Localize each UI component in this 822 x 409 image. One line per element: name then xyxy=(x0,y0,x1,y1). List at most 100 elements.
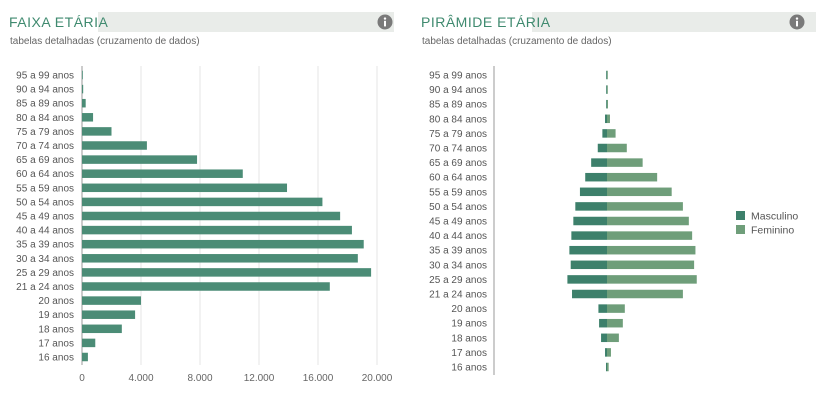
category-label: 19 anos xyxy=(451,319,487,330)
bar[interactable] xyxy=(82,310,136,319)
category-label: 17 anos xyxy=(451,348,487,359)
bar-feminino[interactable] xyxy=(607,85,608,94)
bar-masculino[interactable] xyxy=(570,260,607,270)
category-label: 30 a 34 anos xyxy=(16,254,74,265)
faixa-etaria-panel: FAIXA ETÁRIA tabelas detalhadas (cruzame… xyxy=(0,0,404,409)
category-label: 90 a 94 anos xyxy=(16,85,74,96)
category-label: 18 anos xyxy=(38,324,74,335)
bar[interactable] xyxy=(82,211,341,221)
faixa-etaria-title: FAIXA ETÁRIA xyxy=(9,14,109,30)
bar-masculino[interactable] xyxy=(575,202,607,211)
bar-feminino[interactable] xyxy=(607,333,619,343)
bar[interactable] xyxy=(82,296,141,305)
bar-feminino[interactable] xyxy=(607,158,643,167)
bar-masculino[interactable] xyxy=(579,187,607,197)
category-label: 85 a 89 anos xyxy=(16,99,74,110)
bar[interactable] xyxy=(82,282,330,291)
bar-masculino[interactable] xyxy=(605,348,607,357)
bar-feminino[interactable] xyxy=(607,245,696,255)
bar-feminino[interactable] xyxy=(607,99,608,109)
bar-feminino[interactable] xyxy=(607,202,683,211)
bar[interactable] xyxy=(82,155,198,164)
bar-masculino[interactable] xyxy=(591,158,607,167)
bar-feminino[interactable] xyxy=(607,143,627,153)
x-tick-label: 8.000 xyxy=(187,373,212,384)
bar-masculino[interactable] xyxy=(567,275,607,284)
bar-feminino[interactable] xyxy=(607,70,608,80)
category-label: 55 a 59 anos xyxy=(16,183,74,194)
category-label: 70 a 74 anos xyxy=(16,141,74,152)
bar-masculino[interactable] xyxy=(573,216,607,226)
bar[interactable] xyxy=(82,127,112,136)
bar-masculino[interactable] xyxy=(606,85,607,94)
category-label: 75 a 79 anos xyxy=(429,129,487,140)
bar-feminino[interactable] xyxy=(607,318,623,328)
info-icon[interactable] xyxy=(789,14,805,30)
category-label: 30 a 34 anos xyxy=(429,260,487,271)
x-tick-label: 16.000 xyxy=(303,373,334,384)
bar[interactable] xyxy=(82,324,122,334)
category-label: 21 a 24 anos xyxy=(16,282,74,293)
bar-masculino[interactable] xyxy=(601,333,607,343)
bar[interactable] xyxy=(82,225,352,235)
bar-feminino[interactable] xyxy=(607,231,693,240)
bar[interactable] xyxy=(82,70,83,80)
category-label: 60 a 64 anos xyxy=(429,173,487,184)
bar[interactable] xyxy=(82,183,288,193)
category-label: 60 a 64 anos xyxy=(16,169,74,180)
legend-label[interactable]: Masculino xyxy=(751,211,798,223)
category-label: 40 a 44 anos xyxy=(429,231,487,242)
bar[interactable] xyxy=(82,84,84,94)
bar[interactable] xyxy=(82,268,372,277)
bar[interactable] xyxy=(82,141,147,150)
bar[interactable] xyxy=(82,169,243,178)
legend-label[interactable]: Feminino xyxy=(751,225,794,237)
bar-feminino[interactable] xyxy=(607,114,610,124)
x-tick-label: 20.000 xyxy=(362,373,393,384)
bar-masculino[interactable] xyxy=(572,289,607,299)
bar-feminino[interactable] xyxy=(607,348,611,357)
bar[interactable] xyxy=(82,352,88,362)
bar[interactable] xyxy=(82,113,94,122)
category-label: 80 a 84 anos xyxy=(16,113,74,124)
bar-feminino[interactable] xyxy=(607,187,672,197)
bar-feminino[interactable] xyxy=(607,362,609,372)
bar-feminino[interactable] xyxy=(607,129,616,138)
category-label: 35 a 39 anos xyxy=(16,240,74,251)
bar[interactable] xyxy=(82,197,323,207)
bar[interactable] xyxy=(82,254,358,263)
bar-masculino[interactable] xyxy=(602,129,607,138)
bar-masculino[interactable] xyxy=(598,304,607,313)
category-label: 16 anos xyxy=(38,353,74,364)
bar-feminino[interactable] xyxy=(607,289,683,299)
bar-feminino[interactable] xyxy=(607,260,695,270)
category-label: 16 anos xyxy=(451,363,487,374)
bar[interactable] xyxy=(82,338,96,348)
category-label: 65 a 69 anos xyxy=(16,155,74,166)
bar-masculino[interactable] xyxy=(606,70,607,80)
faixa-etaria-subtitle[interactable]: tabelas detalhadas (cruzamento de dados) xyxy=(10,36,200,47)
bar-feminino[interactable] xyxy=(607,172,658,182)
category-label: 50 a 54 anos xyxy=(16,197,74,208)
category-label: 55 a 59 anos xyxy=(429,187,487,198)
bar-feminino[interactable] xyxy=(607,216,689,226)
bar[interactable] xyxy=(82,239,364,249)
bar-masculino[interactable] xyxy=(569,245,607,255)
bar[interactable] xyxy=(82,98,86,108)
bar-masculino[interactable] xyxy=(597,143,607,153)
category-label: 65 a 69 anos xyxy=(429,158,487,169)
bar-masculino[interactable] xyxy=(585,172,607,182)
piramide-etaria-subtitle[interactable]: tabelas detalhadas (cruzamento de dados) xyxy=(422,36,612,47)
info-icon[interactable] xyxy=(377,14,393,30)
bar-masculino[interactable] xyxy=(606,362,607,372)
x-tick-label: 12.000 xyxy=(244,373,275,384)
faixa-etaria-header-bar xyxy=(98,12,394,32)
bar-feminino[interactable] xyxy=(607,304,625,313)
category-label: 45 a 49 anos xyxy=(429,217,487,228)
bar-masculino[interactable] xyxy=(606,99,607,109)
bar-masculino[interactable] xyxy=(599,318,607,328)
bar-masculino[interactable] xyxy=(571,231,607,240)
bar-masculino[interactable] xyxy=(605,114,607,124)
bar-feminino[interactable] xyxy=(607,275,697,284)
piramide-etaria-title: PIRÂMIDE ETÁRIA xyxy=(421,14,551,30)
